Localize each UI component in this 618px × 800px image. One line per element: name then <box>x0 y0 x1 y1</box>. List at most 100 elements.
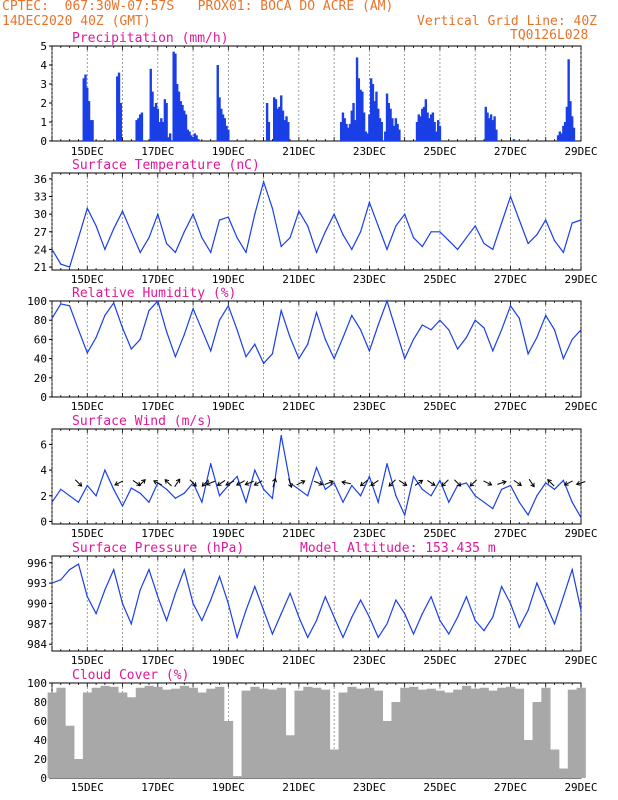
series-point-rh <box>227 305 229 307</box>
precip-bar <box>274 99 278 141</box>
series-point-press <box>377 636 379 639</box>
panel-title-rh: Relative Humidity (%) <box>72 286 236 301</box>
wind-vector <box>254 480 263 486</box>
precip-bar <box>377 108 380 141</box>
series-point-rh <box>254 343 256 345</box>
precip-bar <box>188 131 191 141</box>
series-point-wind <box>359 495 362 497</box>
series-point-wind <box>483 501 485 503</box>
precip-bar <box>391 118 394 141</box>
y-tick-label-rh: 60 <box>34 333 47 346</box>
series-point-wind <box>421 488 423 490</box>
series-point-rh <box>324 338 326 340</box>
precip-bar <box>163 99 167 141</box>
x-tick-label: 23DEC <box>353 527 386 540</box>
series-point-press <box>148 568 150 571</box>
header-grid-note: Vertical Grid Line: 40Z <box>417 14 598 29</box>
series-point-wind <box>315 466 318 469</box>
y-tick-label-press: 993 <box>27 577 47 590</box>
precip-bar <box>117 72 121 141</box>
series-point-rh <box>430 329 432 331</box>
series-point-temp <box>483 242 485 245</box>
x-tick-label: 17DEC <box>141 273 174 286</box>
panel-frame-precip <box>51 45 582 142</box>
precip-bar <box>223 118 227 141</box>
precip-bar <box>283 120 286 141</box>
y-tick-label-rh: 20 <box>34 372 47 385</box>
cloud-bar <box>479 687 489 778</box>
series-point-press <box>545 602 547 605</box>
series-point-rh <box>527 353 529 355</box>
precip-bar <box>362 112 366 141</box>
cloud-bar <box>541 687 551 778</box>
precip-bar <box>438 125 442 141</box>
series-point-wind <box>386 463 388 465</box>
precip-bar <box>493 116 496 141</box>
wind-vector <box>324 480 334 486</box>
wind-vector-head <box>487 481 493 486</box>
wind-vector-head <box>192 482 197 487</box>
series-point-press <box>492 616 494 618</box>
series-point-wind <box>86 484 88 487</box>
cloud-bar <box>153 686 163 778</box>
precip-bar <box>89 120 92 141</box>
precip-bar <box>350 110 353 141</box>
series-point-press <box>368 616 370 618</box>
precip-bar <box>495 129 498 141</box>
y-tick-label-precip: 2 <box>40 97 47 110</box>
series-point-temp <box>271 207 274 209</box>
wind-vector-head <box>418 479 424 485</box>
series-point-temp <box>527 242 529 245</box>
wind-vector-head <box>441 482 447 487</box>
cloud-bar <box>417 689 428 778</box>
series-point-temp <box>192 213 194 215</box>
series-point-press <box>139 589 141 591</box>
series-point-rh <box>95 336 97 339</box>
precip-bar <box>436 120 440 141</box>
wind-vector-head <box>164 479 170 484</box>
series-point-wind <box>210 463 212 465</box>
precip-bar <box>175 84 179 141</box>
precip-bar <box>227 129 230 141</box>
cloud-bar <box>488 690 498 778</box>
wind-vector <box>360 479 368 487</box>
series-point-press <box>130 623 132 625</box>
precip-bar <box>345 123 348 141</box>
panel-title-wind: Surface Wind (m/s) <box>72 414 213 429</box>
precip-bar <box>160 118 163 141</box>
series-point-rh <box>245 356 247 358</box>
cloud-bar <box>329 749 339 778</box>
series-point-temp <box>236 237 238 239</box>
cloud-bar <box>294 690 304 778</box>
wind-vector-head <box>388 482 394 487</box>
series-point-rh <box>553 329 556 331</box>
precip-bar <box>357 78 361 141</box>
precip-bar <box>489 114 493 141</box>
series-point-temp <box>201 237 203 239</box>
series-rh <box>51 299 582 365</box>
precip-bar <box>384 131 387 141</box>
series-point-press <box>289 592 291 594</box>
cloud-bar <box>576 687 586 778</box>
precip-bar <box>375 91 378 141</box>
series-point-temp <box>342 234 344 236</box>
series-point-temp <box>571 222 573 224</box>
series-point-press <box>201 619 203 622</box>
wind-vector-head <box>201 482 207 487</box>
series-point-rh <box>69 305 71 307</box>
wind-vector-head <box>77 482 83 487</box>
precip-bar <box>84 74 87 141</box>
series-point-press <box>324 596 326 598</box>
series-point-press <box>571 568 573 571</box>
wind-vector <box>174 478 181 487</box>
series-point-temp <box>324 231 326 233</box>
series-point-rh <box>580 329 582 331</box>
cloud-bar <box>135 687 145 778</box>
series-point-press <box>254 585 256 588</box>
series-point-wind <box>148 501 150 503</box>
series-point-wind <box>351 484 353 487</box>
precip-bar <box>398 129 401 141</box>
series-point-temp <box>254 213 256 215</box>
series-point-wind <box>368 475 370 478</box>
series-point-press <box>342 636 344 639</box>
